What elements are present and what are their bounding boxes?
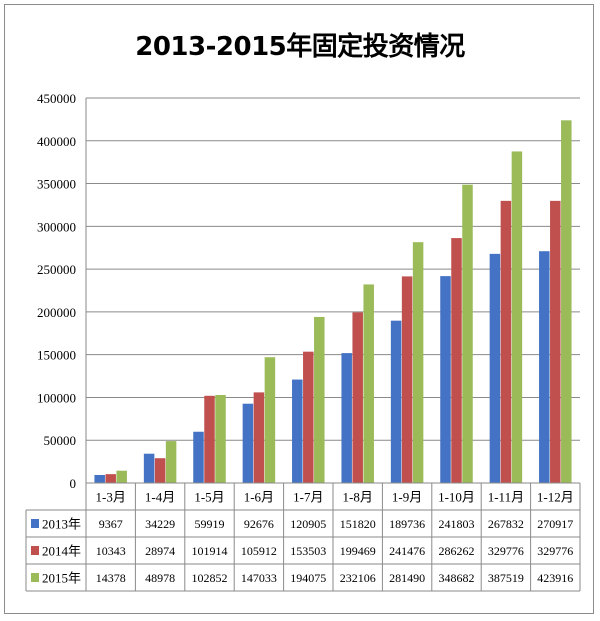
data-cell: 286262 bbox=[439, 544, 475, 558]
data-cell: 329776 bbox=[488, 544, 524, 558]
legend-label: 2013年 bbox=[42, 517, 81, 532]
y-tick-label: 100000 bbox=[37, 390, 76, 405]
y-tick-label: 450000 bbox=[37, 91, 76, 106]
bar bbox=[462, 184, 473, 484]
data-cell: 270917 bbox=[537, 517, 573, 531]
bar bbox=[143, 453, 155, 483]
data-cell: 387519 bbox=[488, 571, 524, 585]
bar bbox=[94, 474, 105, 483]
legend-label: 2014年 bbox=[42, 544, 81, 559]
data-cell: 151820 bbox=[340, 517, 376, 531]
bar bbox=[116, 470, 127, 483]
data-cell: 101914 bbox=[192, 544, 228, 558]
chart-title: 2013-2015年固定投资情况 bbox=[135, 32, 465, 62]
data-cell: 348682 bbox=[439, 571, 475, 585]
bar bbox=[489, 253, 501, 483]
data-cell: 28974 bbox=[145, 544, 175, 558]
data-cell: 189736 bbox=[389, 517, 425, 531]
y-tick-label: 350000 bbox=[37, 177, 76, 192]
x-category-label: 1-7月 bbox=[293, 490, 323, 505]
data-cell: 10343 bbox=[96, 544, 126, 558]
bar bbox=[352, 312, 363, 483]
bar bbox=[165, 441, 177, 483]
x-category-label: 1-3月 bbox=[96, 490, 126, 505]
data-cell: 232106 bbox=[340, 571, 376, 585]
bar bbox=[253, 392, 265, 483]
data-cell: 120905 bbox=[290, 517, 326, 531]
y-tick-label: 200000 bbox=[37, 305, 76, 320]
bar bbox=[204, 395, 215, 483]
data-cell: 267832 bbox=[488, 517, 524, 531]
data-cell: 14378 bbox=[96, 571, 126, 585]
bar bbox=[401, 276, 413, 483]
data-cell: 48978 bbox=[145, 571, 175, 585]
x-category-label: 1-12月 bbox=[537, 490, 574, 505]
bar bbox=[440, 276, 451, 483]
bar bbox=[292, 379, 303, 483]
bar bbox=[193, 431, 204, 483]
data-cell: 9367 bbox=[99, 517, 123, 531]
legend-label: 2015年 bbox=[42, 571, 81, 586]
x-category-label: 1-9月 bbox=[392, 490, 422, 505]
x-category-label: 1-11月 bbox=[488, 490, 524, 505]
bar bbox=[363, 284, 374, 483]
x-category-label: 1-6月 bbox=[244, 490, 274, 505]
legend-swatch bbox=[31, 573, 39, 582]
bar bbox=[539, 251, 550, 483]
y-tick-label: 0 bbox=[70, 476, 77, 491]
bar bbox=[303, 351, 314, 483]
data-cell: 329776 bbox=[537, 544, 573, 558]
bar bbox=[390, 320, 402, 483]
legend-swatch bbox=[31, 519, 39, 528]
x-category-label: 1-8月 bbox=[343, 490, 373, 505]
data-cell: 241476 bbox=[389, 544, 425, 558]
bar bbox=[412, 242, 424, 483]
bar bbox=[500, 200, 512, 483]
legend-swatch bbox=[31, 546, 39, 555]
y-tick-label: 300000 bbox=[37, 219, 76, 234]
bar bbox=[154, 458, 166, 483]
data-cell: 194075 bbox=[290, 571, 326, 585]
data-cell: 423916 bbox=[537, 571, 573, 585]
data-cell: 59919 bbox=[195, 517, 225, 531]
bar bbox=[451, 238, 462, 483]
bar bbox=[511, 151, 523, 483]
data-cell: 153503 bbox=[290, 544, 326, 558]
x-category-label: 1-4月 bbox=[145, 490, 175, 505]
y-tick-label: 50000 bbox=[44, 433, 77, 448]
y-tick-label: 400000 bbox=[37, 134, 76, 149]
x-category-label: 1-10月 bbox=[438, 490, 475, 505]
bar bbox=[215, 395, 226, 483]
bar bbox=[105, 474, 116, 483]
bar bbox=[341, 353, 352, 483]
y-tick-label: 250000 bbox=[37, 262, 76, 277]
bar bbox=[561, 120, 572, 483]
data-cell: 92676 bbox=[244, 517, 274, 531]
data-cell: 102852 bbox=[192, 571, 228, 585]
bar bbox=[550, 200, 561, 483]
bar bbox=[264, 357, 276, 483]
data-cell: 34229 bbox=[145, 517, 175, 531]
data-cell: 241803 bbox=[439, 517, 475, 531]
y-tick-label: 150000 bbox=[37, 348, 76, 363]
data-cell: 281490 bbox=[389, 571, 425, 585]
bar bbox=[242, 403, 254, 483]
bar bbox=[314, 316, 325, 483]
data-cell: 199469 bbox=[340, 544, 376, 558]
data-cell: 147033 bbox=[241, 571, 277, 585]
x-category-label: 1-5月 bbox=[194, 490, 224, 505]
data-cell: 105912 bbox=[241, 544, 277, 558]
